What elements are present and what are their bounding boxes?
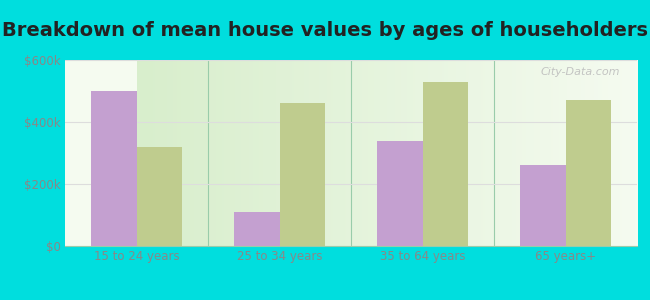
Bar <box>422 82 468 246</box>
Bar <box>377 141 423 246</box>
Bar <box>280 103 325 246</box>
Bar <box>566 100 611 246</box>
Bar <box>520 165 566 246</box>
Bar <box>234 212 280 246</box>
Text: City-Data.com: City-Data.com <box>540 68 620 77</box>
Bar <box>136 147 182 246</box>
Text: Breakdown of mean house values by ages of householders: Breakdown of mean house values by ages o… <box>2 21 648 40</box>
Bar <box>91 91 136 246</box>
